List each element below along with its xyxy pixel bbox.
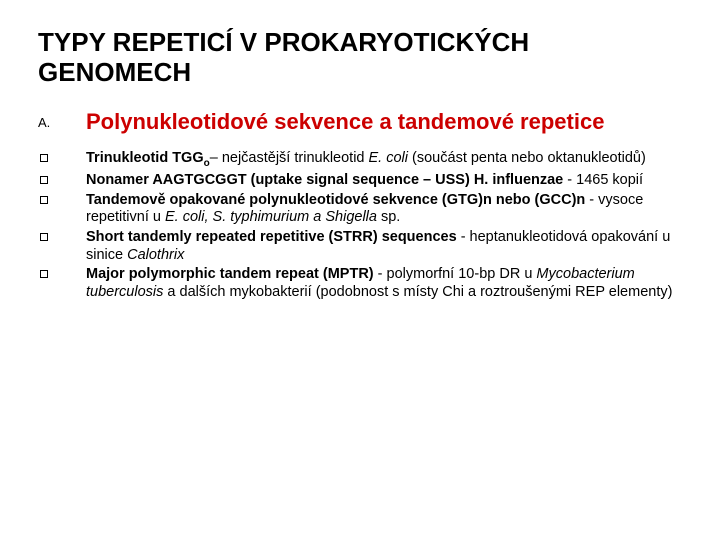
t: – nejčastější trinukleotid [210,150,369,166]
item-body: Tandemově opakované polynukleotidové sek… [86,192,682,227]
square-bullet-icon [38,266,86,281]
list-item: Trinukleotid TGGo– nejčastější trinukleo… [38,150,682,170]
t: Calothrix [127,247,184,263]
item-body: Trinukleotid TGGo– nejčastější trinukleo… [86,150,682,170]
t: E. coli [369,150,409,166]
section-row: A. Polynukleotidové sekvence a tandemové… [38,110,682,134]
item-body: Nonamer AAGTGCGGT (uptake signal sequenc… [86,172,682,190]
square-bullet-icon [38,229,86,244]
t: Tandemově opakované polynukleotidové sek… [86,192,589,208]
section-heading: Polynukleotidové sekvence a tandemové re… [86,110,604,134]
t: Nonamer AAGTGCGGT (uptake signal sequenc… [86,172,567,188]
list-item: Tandemově opakované polynukleotidové sek… [38,192,682,227]
t: a dalších mykobakterií (podobnost s míst… [167,284,672,300]
square-bullet-icon [38,192,86,207]
t: E. coli, S. typhimurium a Shigella [165,209,377,225]
list-item: Short tandemly repeated repetitive (STRR… [38,229,682,264]
t: - polymorfní 10-bp DR u [378,266,537,282]
t: Trinukleotid TGG [86,150,204,166]
list-item: Major polymorphic tandem repeat (MPTR) -… [38,266,682,301]
item-body: Short tandemly repeated repetitive (STRR… [86,229,682,264]
item-body: Major polymorphic tandem repeat (MPTR) -… [86,266,682,301]
t: - 1465 kopií [567,172,643,188]
page-title: TYPY REPETICÍ V PROKARYOTICKÝCH GENOMECH [38,28,682,88]
t: sp. [377,209,400,225]
t: Short tandemly repeated repetitive (STRR… [86,229,461,245]
square-bullet-icon [38,172,86,187]
t: (součást penta nebo oktanukleotidů) [408,150,646,166]
list-item: Nonamer AAGTGCGGT (uptake signal sequenc… [38,172,682,190]
t: Major polymorphic tandem repeat (MPTR) [86,266,378,282]
section-marker: A. [38,110,86,130]
square-bullet-icon [38,150,86,165]
